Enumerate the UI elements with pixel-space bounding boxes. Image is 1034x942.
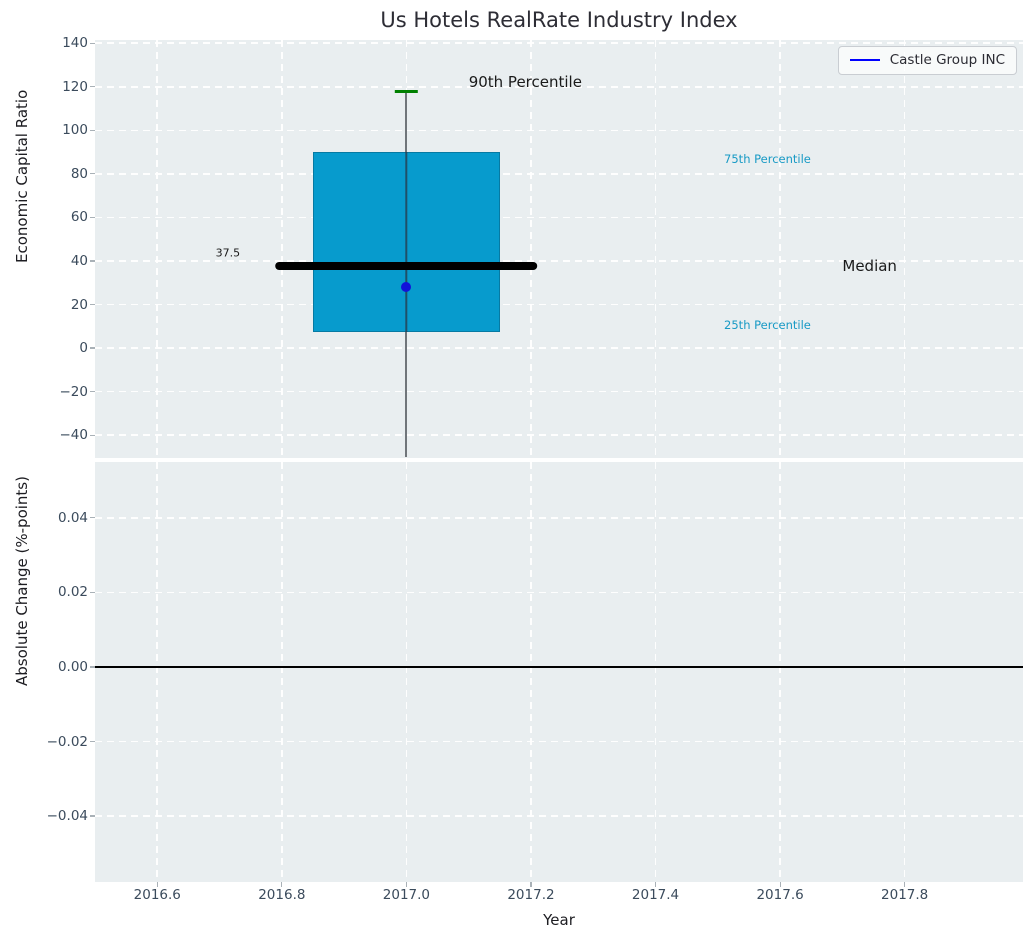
y-tick-label: 40 [70,252,88,269]
y-gridline [95,86,1023,88]
y-tick-mark [90,260,95,262]
x-tick-mark [156,882,158,887]
legend-line-swatch [849,58,880,62]
y-gridline [95,260,1023,262]
x-gridline [903,462,906,882]
median-label: Median [842,257,897,276]
y-gridline [95,517,1023,519]
y-gridline [95,216,1023,219]
x-tick-label: 2017.6 [756,887,804,903]
x-gridline [405,462,408,882]
x-axis-label: Year [543,911,575,929]
y-tick-mark [90,740,95,743]
y-gridline [95,303,1023,306]
x-gridline [530,40,532,458]
x-tick-mark [405,882,407,887]
y-tick-label: 60 [70,209,88,226]
x-gridline [903,40,906,458]
whisker-line-overlay [405,152,408,332]
y-tick-label: 120 [62,78,88,95]
y-gridline [95,434,1023,436]
y-tick-mark [90,517,95,519]
y-gridline [95,347,1023,349]
y-gridline [95,591,1023,594]
y-gridline [95,129,1023,132]
chart-title: Us Hotels RealRate Industry Index [380,8,738,32]
y-gridline [95,815,1023,817]
x-tick-mark [904,882,906,887]
x-gridline [654,40,657,458]
y-tick-label: −20 [59,383,89,400]
y-tick-label: −40 [59,427,89,444]
x-tick-label: 2016.8 [258,887,306,903]
x-gridline [779,40,781,458]
x-gridline [281,462,283,882]
x-tick-mark [654,882,657,887]
x-gridline [779,462,781,882]
top-subplot-axes: 90th Percentile 75th Percentile Median 25th… [95,40,1023,458]
y-gridline [95,390,1023,393]
y-tick-mark [90,434,95,436]
x-tick-label: 2016.6 [133,887,181,903]
y-tick-mark [90,347,95,349]
y-gridline [95,42,1023,45]
p90-cap-marker [395,89,418,93]
x-gridline [654,462,657,882]
75th-percentile-label: 75th Percentile [724,151,811,166]
legend: Castle Group INC [837,46,1017,75]
y-tick-mark [90,129,95,131]
x-tick-label: 2017.8 [881,887,929,903]
x-tick-label: 2017.0 [382,887,431,903]
y-tick-label: 140 [62,35,88,52]
median-value-label: 37.5 [215,246,241,260]
y-tick-label: 20 [70,296,88,313]
90th-percentile-label: 90th Percentile [468,73,582,92]
x-gridline [156,462,159,882]
y-tick-label: 80 [70,165,88,182]
x-gridline [156,40,159,458]
y-tick-mark [90,390,95,393]
x-gridline [530,462,532,882]
x-tick-label: 2017.4 [631,887,680,903]
x-tick-mark [530,882,532,887]
x-tick-mark [281,882,283,887]
y-tick-label: −0.04 [46,808,88,825]
y-gridline [95,740,1023,743]
y-tick-mark [90,173,95,175]
zero-change-line [95,666,1023,668]
y-tick-label: 0 [79,340,88,357]
y-tick-label: 0.00 [57,658,88,675]
x-gridline [281,40,283,458]
bottom-subplot-axes [95,462,1023,882]
y-tick-label: 0.04 [57,509,88,526]
median-line [275,262,538,271]
company-value-dot [401,282,412,293]
y-tick-mark [90,216,95,219]
legend-label: Castle Group INC [889,52,1005,68]
y-tick-label: −0.02 [46,733,88,750]
y-tick-mark [90,815,95,817]
y-tick-mark [90,303,95,306]
x-tick-mark [779,882,781,887]
y-gridline [95,173,1023,175]
y-tick-mark [90,591,95,594]
y-tick-mark [90,666,95,668]
x-tick-label: 2017.2 [507,887,555,903]
y-tick-mark [90,86,95,88]
25th-percentile-label: 25th Percentile [724,317,811,332]
y-tick-mark [90,42,95,44]
y-tick-label: 100 [62,122,88,139]
y-tick-label: 0.02 [57,584,88,601]
